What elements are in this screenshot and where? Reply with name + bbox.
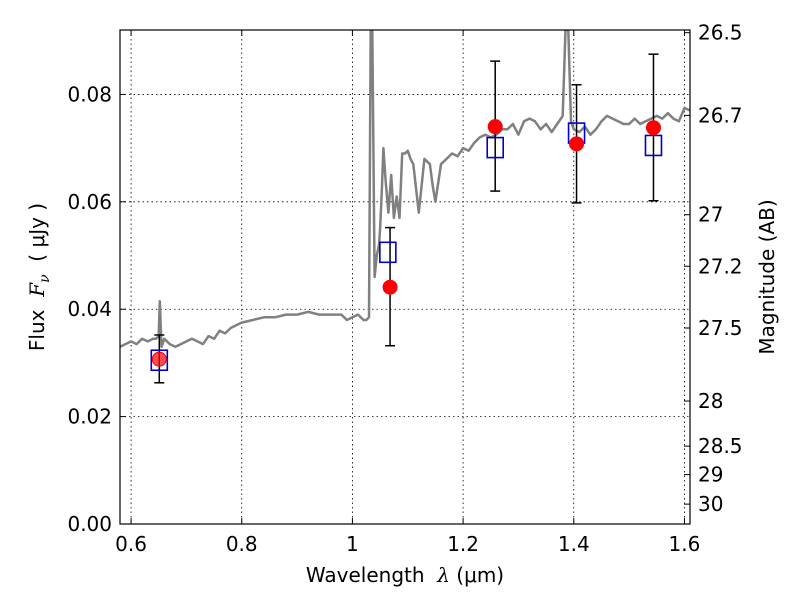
y-tick-label: 0.00 bbox=[67, 512, 112, 536]
plot-frame bbox=[119, 29, 691, 525]
observed-flux-point bbox=[487, 119, 503, 135]
x-axis-title: Wavelength λ (μm) bbox=[306, 563, 504, 587]
spectrum-line bbox=[120, 30, 690, 349]
y2-tick-label: 30 bbox=[698, 492, 723, 516]
observed-flux-point bbox=[151, 351, 167, 367]
axes: 0.6 0.8 1 1.2 1.4 1.6 0.00 0.02 0.04 0.06 0.08 26.5… bbox=[67, 21, 742, 556]
x-tick-label: 1.4 bbox=[558, 532, 590, 556]
y-tick-label: 0.06 bbox=[67, 190, 112, 214]
y2-tick-label: 26.5 bbox=[698, 21, 743, 45]
x-tick-label: 0.6 bbox=[115, 532, 147, 556]
y2-tick-label: 28.5 bbox=[698, 434, 743, 458]
y-axis-title: Flux Fν ( μJy ) bbox=[25, 203, 53, 351]
x-tick-label: 1.6 bbox=[669, 532, 701, 556]
y2-tick-label: 27.5 bbox=[698, 316, 743, 340]
observed-flux-point bbox=[645, 120, 661, 136]
y2-tick-label: 26.7 bbox=[698, 103, 743, 127]
y2-axis-title: Magnitude (AB) bbox=[755, 199, 779, 354]
x-tick-label: 1 bbox=[346, 532, 359, 556]
y2-tick-label: 28 bbox=[698, 389, 723, 413]
y-tick-label: 0.08 bbox=[67, 82, 112, 106]
y-tick-label: 0.02 bbox=[67, 405, 112, 429]
y-tick-label: 0.04 bbox=[67, 297, 112, 321]
x-tick-label: 0.8 bbox=[226, 532, 258, 556]
plot-area bbox=[120, 30, 690, 384]
model-photometry-square bbox=[150, 349, 169, 372]
x-tick-label: 1.2 bbox=[447, 532, 479, 556]
observed-flux-point bbox=[382, 279, 398, 295]
grid-lines bbox=[120, 30, 690, 524]
y2-tick-label: 27.2 bbox=[698, 254, 743, 278]
model-photometry-square bbox=[379, 241, 397, 264]
y2-tick-label: 29 bbox=[698, 463, 723, 487]
y2-tick-label: 27 bbox=[698, 203, 723, 227]
model-photometry-square bbox=[644, 134, 663, 157]
model-photometry-square bbox=[486, 136, 505, 159]
observed-flux-point bbox=[569, 136, 585, 152]
